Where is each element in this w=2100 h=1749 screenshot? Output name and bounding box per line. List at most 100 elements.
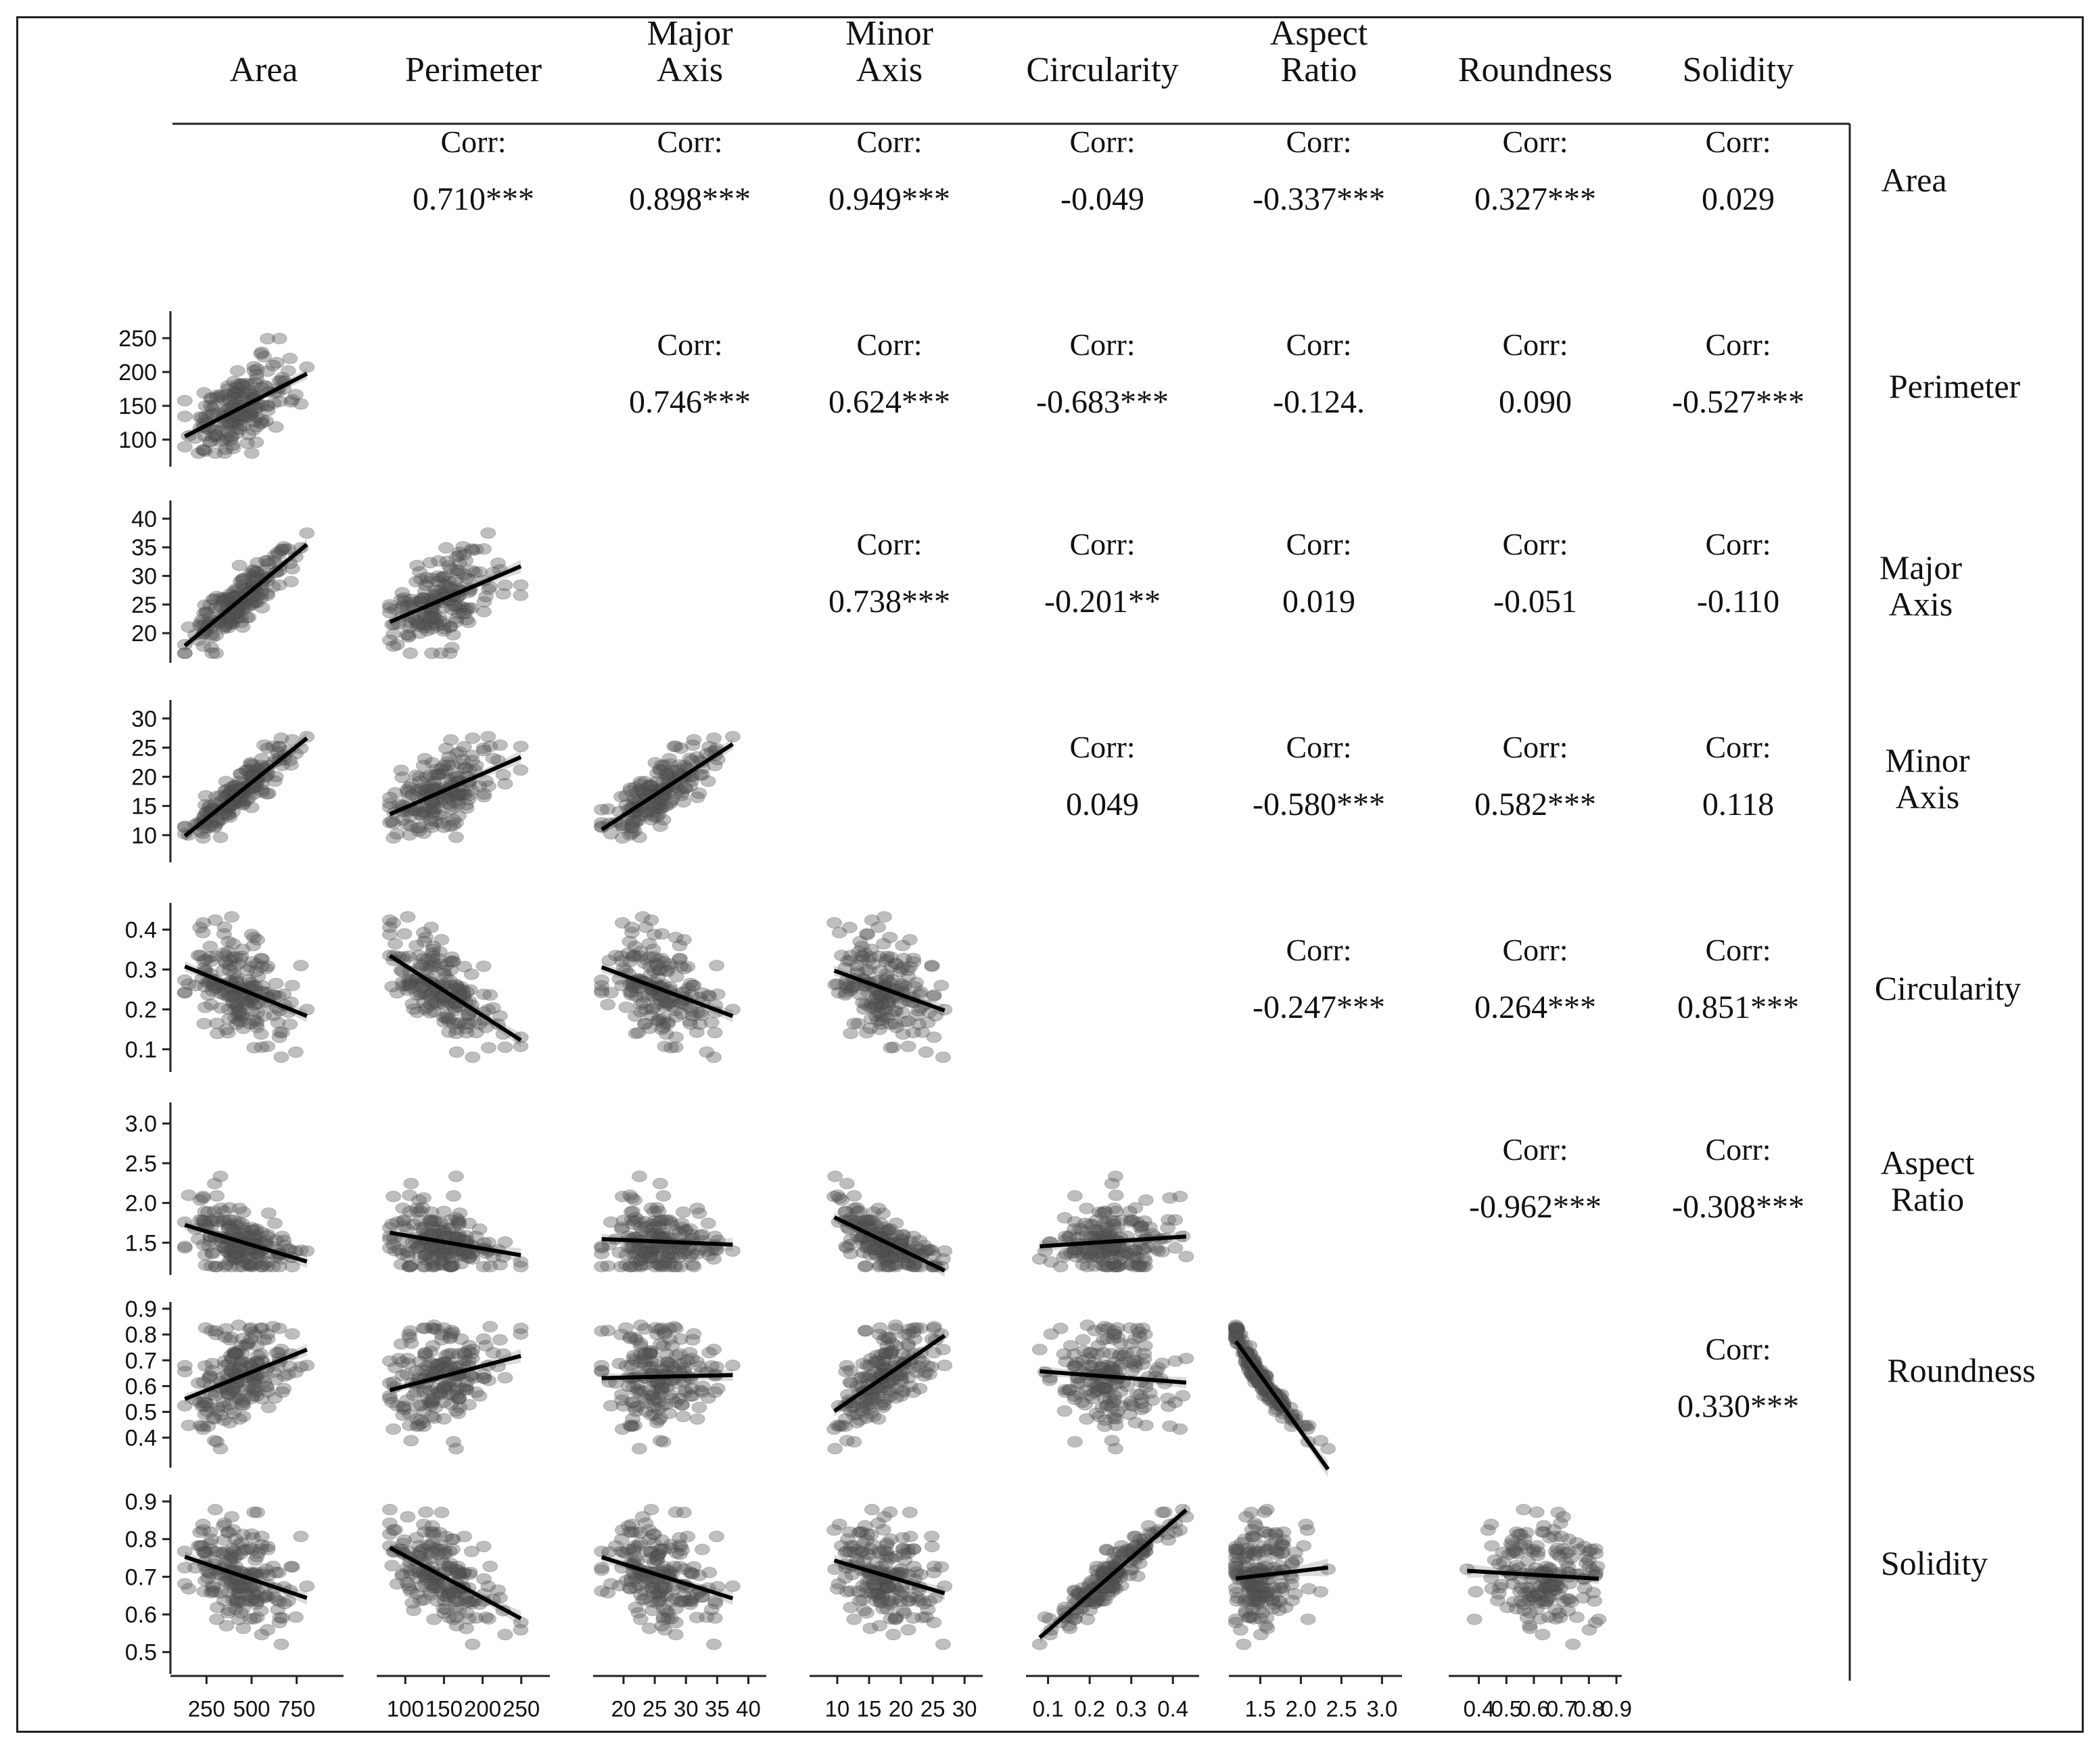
corr-label: Corr: [657,124,722,159]
data-point [513,741,529,753]
data-point [218,592,235,604]
data-point [240,410,256,422]
data-point [624,921,640,933]
corr-label: Corr: [1705,1332,1771,1366]
row-header-solidity: Solidity [1881,1544,1988,1582]
data-point [232,419,248,432]
data-point [212,831,229,843]
data-point [637,1018,653,1030]
data-point [857,1261,873,1273]
data-point [1056,1212,1073,1224]
data-point [863,943,879,956]
data-point [177,974,193,986]
data-point [260,404,276,417]
data-point [594,1240,610,1253]
data-point [409,1532,424,1544]
data-point [1148,1242,1165,1255]
data-point [631,1443,647,1455]
data-point [709,1531,724,1543]
data-point [248,1018,264,1030]
data-point [202,436,218,448]
data-point [213,592,229,604]
data-point [227,416,243,428]
data-point [827,1170,843,1182]
data-point [412,1400,428,1412]
corr-label: Corr: [1069,327,1135,362]
data-point [682,780,699,793]
data-point [513,1624,529,1636]
data-point [430,1548,446,1560]
data-point [403,820,419,832]
data-point [202,940,218,952]
data-point [838,1205,854,1217]
data-point [204,647,220,659]
corr-label: Corr: [1502,730,1568,764]
data-point [924,1531,940,1543]
corr-cell-area-aspect-ratio: Corr:-0.337*** [1253,124,1385,217]
data-point [676,1506,692,1518]
data-point [513,589,529,601]
corr-label: Corr: [1502,327,1568,362]
data-point [287,389,304,401]
data-point [402,1325,419,1337]
data-point [177,647,193,659]
data-point [233,378,250,390]
data-point [203,1533,219,1545]
corr-cell-minor-axis-roundness: Corr:0.582*** [1474,730,1596,822]
data-point [851,1205,868,1217]
data-point [181,1189,197,1201]
data-point [634,911,651,923]
col-header-solidity: Solidity [1683,51,1794,89]
data-point [513,1328,529,1340]
corr-value: -0.051 [1493,584,1577,620]
data-point [209,1017,225,1029]
data-point [1108,1189,1124,1201]
data-point [204,431,220,443]
data-point [846,1190,862,1202]
corr-label: Corr: [1705,124,1771,159]
panel-roundness-vs-perimeter [381,1320,529,1455]
data-point [1096,1321,1113,1332]
data-point [448,1170,464,1182]
data-point [207,821,223,833]
data-point [628,1027,644,1040]
data-point [254,414,270,426]
data-point [266,397,282,409]
data-point [700,1392,716,1404]
corr-cell-circularity-solidity: Corr:0.851*** [1677,933,1799,1025]
data-point [384,1560,400,1572]
panel-solidity-vs-perimeter [381,1503,529,1650]
data-point [218,618,234,630]
data-point [215,1520,231,1532]
data-point [222,964,238,977]
data-point [482,1321,498,1332]
data-point [654,1363,670,1376]
data-point [401,950,417,962]
data-point [269,356,285,369]
corr-value: -0.527*** [1672,384,1804,420]
data-point [272,396,288,408]
data-point [229,365,246,377]
data-point [274,371,290,383]
data-point [446,1436,461,1448]
panel-aspect-ratio-vs-circularity [1031,1170,1194,1273]
data-point [842,954,858,966]
data-point [654,1227,670,1239]
data-point [641,1623,657,1635]
data-point [895,1028,911,1040]
data-point [436,821,452,833]
data-point [222,615,238,628]
corr-cell-aspect-ratio-solidity: Corr:-0.308*** [1672,1132,1804,1225]
data-point [177,987,193,999]
data-point [229,1593,245,1605]
data-point [448,574,464,586]
data-point [212,1587,229,1599]
data-point [445,1326,461,1338]
data-point [250,557,266,569]
data-point [254,346,270,358]
col-header-minor-axis-line1: Minor [845,14,933,53]
data-point [273,1638,289,1650]
corr-value: -0.124. [1273,384,1365,420]
data-point [249,373,265,385]
data-point [224,911,240,923]
